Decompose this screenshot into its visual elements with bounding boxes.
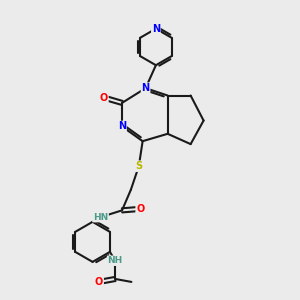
Text: O: O [136, 204, 144, 214]
Text: N: N [118, 122, 126, 131]
Text: N: N [142, 83, 150, 93]
Text: HN: HN [93, 213, 108, 222]
Text: O: O [95, 277, 103, 287]
Text: N: N [152, 24, 160, 34]
Text: O: O [100, 93, 108, 103]
Text: S: S [135, 161, 142, 171]
Text: NH: NH [108, 256, 123, 265]
